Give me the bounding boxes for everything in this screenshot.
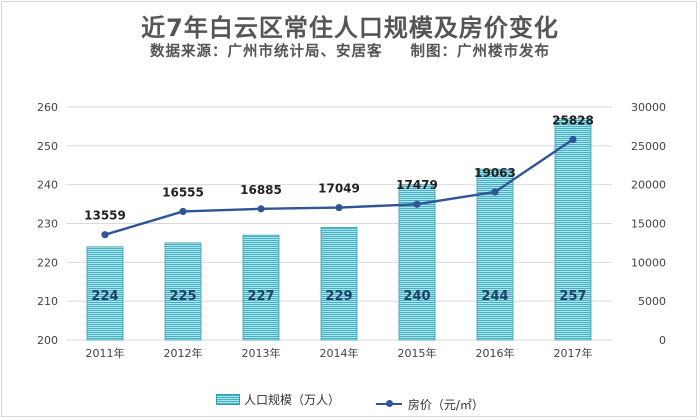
- chart-credit-note: 制图：广州楼市发布: [410, 44, 550, 60]
- price-data-label: 17049: [318, 182, 360, 196]
- price-data-label: 25828: [552, 113, 594, 127]
- price-data-label: 13559: [84, 209, 126, 223]
- y-right-tick-label: 5000: [638, 295, 666, 308]
- price-point: [101, 231, 109, 239]
- y-left-tick-label: 200: [37, 334, 58, 347]
- x-tick-label: 2015年: [398, 346, 437, 360]
- y-right-tick-label: 0: [659, 334, 666, 347]
- y-right-tick-label: 30000: [631, 101, 666, 114]
- price-data-label: 17479: [396, 178, 438, 192]
- x-tick-label: 2011年: [86, 346, 125, 360]
- legend-label-price: 房价（元/㎡）: [407, 397, 484, 412]
- price-data-label: 16885: [240, 183, 282, 197]
- price-data-label: 16555: [162, 185, 204, 199]
- population-data-label: 240: [403, 289, 430, 304]
- x-tick-label: 2014年: [320, 346, 359, 360]
- y-left-tick-label: 220: [37, 256, 58, 269]
- legend-bar-swatch: [216, 394, 241, 405]
- y-left-tick-label: 260: [37, 101, 58, 114]
- population-data-label: 244: [481, 289, 508, 304]
- population-bar: [164, 242, 202, 341]
- x-tick-label: 2013年: [242, 346, 281, 360]
- legend-label-population: 人口规模（万人）: [244, 393, 341, 407]
- price-data-label: 19063: [474, 166, 516, 180]
- y-left-tick-label: 210: [37, 295, 58, 308]
- population-data-label: 227: [247, 289, 274, 304]
- chart-legend: 人口规模（万人） 房价（元/㎡）: [0, 391, 700, 413]
- price-point: [413, 200, 421, 208]
- y-right-tick-label: 20000: [631, 179, 666, 192]
- population-bar: [398, 184, 436, 341]
- population-bar: [476, 168, 514, 341]
- price-point: [335, 203, 343, 212]
- y-left-tick-label: 230: [37, 218, 58, 231]
- y-left-tick-label: 240: [37, 179, 58, 192]
- legend-item-price: 房价（元/㎡）: [375, 396, 484, 413]
- y-right-tick-label: 25000: [631, 140, 666, 153]
- legend-item-population: 人口规模（万人）: [216, 391, 340, 408]
- y-right-tick-label: 10000: [631, 256, 666, 269]
- population-data-label: 229: [325, 289, 352, 304]
- chart-title: 近7年白云区常住人口规模及房价变化: [141, 14, 559, 42]
- population-data-label: 225: [169, 289, 196, 304]
- x-tick-label: 2017年: [554, 346, 593, 360]
- price-point: [179, 207, 187, 216]
- data-source-note: 数据来源：广州市统计局、安居客: [150, 44, 383, 60]
- population-bar: [86, 246, 124, 341]
- x-tick-label: 2016年: [476, 346, 515, 360]
- y-right-tick-label: 15000: [631, 218, 666, 231]
- legend-line-swatch: [375, 400, 402, 407]
- price-point: [491, 188, 499, 196]
- population-data-label: 224: [91, 289, 118, 304]
- x-tick-label: 2012年: [164, 346, 203, 360]
- population-data-label: 257: [559, 289, 586, 304]
- population-bar: [554, 118, 592, 341]
- population-bar: [242, 234, 280, 341]
- price-point: [569, 135, 577, 144]
- population-bar: [320, 226, 358, 341]
- y-left-tick-label: 250: [37, 140, 58, 153]
- price-point: [257, 205, 265, 213]
- chart-subtitle: 数据来源：广州市统计局、安居客 制图：广州楼市发布: [0, 40, 700, 61]
